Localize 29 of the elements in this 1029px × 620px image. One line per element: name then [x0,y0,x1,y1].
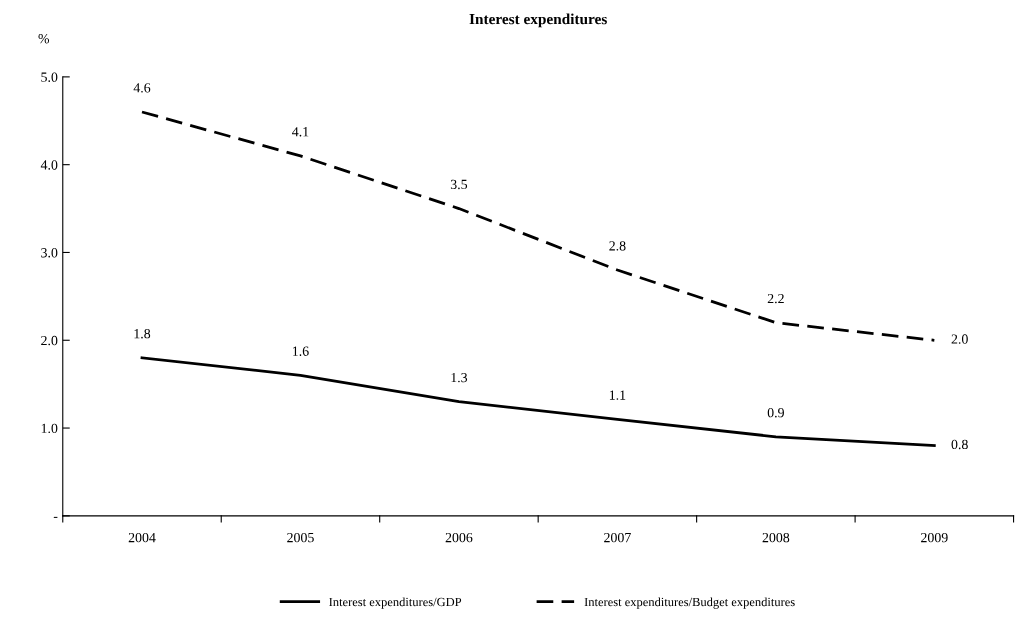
y-tick-label: 4.0 [40,160,58,170]
data-label: 2.2 [767,293,784,304]
data-label: 1.3 [451,372,468,383]
legend-label: Interest expenditures/GDP [329,597,462,609]
line-series [140,356,936,447]
data-label: 2.8 [609,241,626,251]
data-label: 4.1 [292,127,309,137]
y-tick-label: 1.0 [41,423,58,434]
y-axis-title: % [38,33,50,44]
data-label: 3.5 [450,179,468,190]
legend-label: Interest expenditures/Budget expenditures [584,597,795,609]
y-tick-label: 5.0 [41,72,58,82]
x-tick-label: 2009 [921,532,948,543]
y-tick-label: - [53,516,58,518]
x-tick-label: 2008 [762,532,790,543]
data-label: 2.0 [951,334,968,344]
x-tick-label: 2005 [287,532,314,543]
x-tick-label: 2007 [604,532,631,543]
data-label: 0.9 [767,407,784,418]
x-tick-label: 2004 [128,532,156,543]
data-label: 4.6 [133,83,151,93]
data-label: 1.6 [293,346,309,356]
x-tick-label: 2006 [445,532,473,543]
data-label: 1.1 [609,390,626,400]
y-tick-label: 3.0 [41,248,58,258]
data-label: 1.8 [134,328,151,339]
data-label: 0.8 [951,439,968,450]
y-tick-label: 2.0 [41,335,58,346]
chart-title: Interest expenditures [469,13,607,28]
